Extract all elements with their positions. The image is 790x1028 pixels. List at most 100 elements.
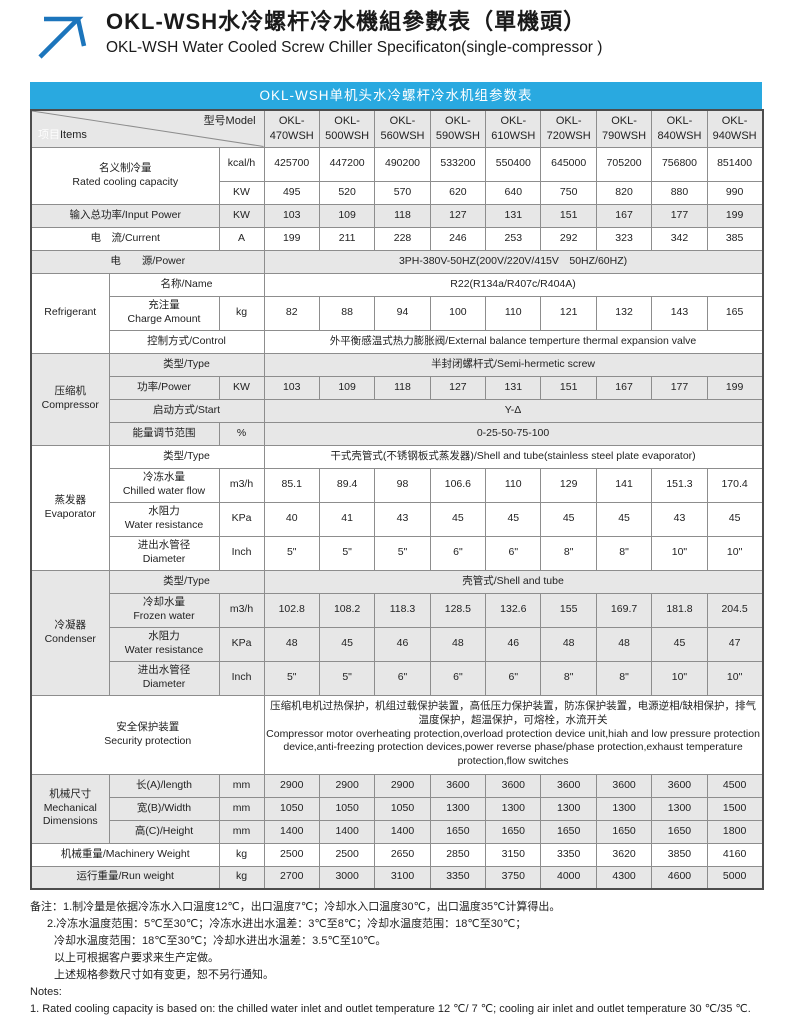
value-cell: 2900 bbox=[374, 773, 431, 798]
value-cell: 155 bbox=[540, 592, 597, 628]
value-cell: 253 bbox=[485, 226, 542, 251]
value-cell: 1050 bbox=[374, 796, 431, 821]
value-cell: 3600 bbox=[651, 773, 708, 798]
value-cell: 110 bbox=[485, 467, 542, 503]
value-cell: 292 bbox=[540, 226, 597, 251]
table-row-compressor-power: 功率/Power KW 103 109 118 127 131 151 167 177 199 bbox=[31, 375, 764, 400]
table-row-compressor-type: 压缩机 Compressor 类型/Type 半封闭螺杆式/Semi-hermetic… bbox=[30, 352, 764, 446]
table-row-condenser-diameter: 进出水管径 Diameter Inch 5" 5" 6" 6" 6" 8" 8" 10" 10" bbox=[31, 660, 764, 696]
value-cell: 41 bbox=[318, 501, 376, 537]
row-label: 水阻力 Water resistance bbox=[108, 626, 220, 662]
value-cell: 4600 bbox=[651, 865, 708, 890]
protection-text-line: 压缩机电机过热保护，机组过载保护装置，高低压力保护装置，防冻保护装置，电源逆相/… bbox=[270, 700, 756, 727]
span-value-cell: 0-25-50-75-100 bbox=[263, 421, 764, 446]
value-cell: 10" bbox=[651, 535, 708, 571]
value-cell: 106.6 bbox=[429, 467, 487, 503]
value-cell: 143 bbox=[651, 295, 708, 331]
model-header-cell: OKL- 720WSH bbox=[540, 109, 597, 148]
value-cell: 45 bbox=[706, 501, 764, 537]
model-header-cell: OKL- 500WSH bbox=[318, 109, 376, 148]
value-cell: 103 bbox=[263, 375, 320, 400]
unit-cell: A bbox=[218, 226, 265, 251]
value-cell: 2900 bbox=[263, 773, 320, 798]
value-cell: 6" bbox=[485, 535, 542, 571]
span-value-cell: 外平衡感温式热力膨胀阀/External balance temperture … bbox=[263, 329, 764, 354]
value-cell: 5" bbox=[318, 660, 376, 696]
value-cell: 880 bbox=[651, 180, 708, 205]
value-cell: 1650 bbox=[595, 819, 653, 844]
table-row-evaporator-resistance: 水阻力 Water resistance KPa 40 41 43 45 45 45 45 43 45 bbox=[31, 501, 764, 537]
protection-text-line: Compressor motor overheating protection,… bbox=[266, 727, 760, 767]
value-cell: 169.7 bbox=[595, 592, 653, 628]
value-cell: 108.2 bbox=[318, 592, 376, 628]
unit-cell: Inch bbox=[218, 535, 265, 571]
value-cell: 495 bbox=[263, 180, 320, 205]
value-cell: 3850 bbox=[651, 842, 708, 867]
model-header-cell: OKL- 470WSH bbox=[263, 109, 320, 148]
value-cell: 3600 bbox=[595, 773, 653, 798]
span-value-cell: 3PH-380V-50HZ(200V/220V/415V 50HZ/60HZ) bbox=[263, 249, 764, 274]
value-cell: 94 bbox=[374, 295, 431, 331]
value-cell: 1300 bbox=[429, 796, 487, 821]
row-label: 类型/Type bbox=[108, 444, 265, 469]
table-row-refrigerant-name: Refrigerant 名称/Name R22(R134a/R407c/R404A) bbox=[30, 272, 764, 354]
row-label: 类型/Type bbox=[108, 352, 265, 377]
section-label: 压缩机 Compressor bbox=[30, 352, 110, 446]
value-cell: 1500 bbox=[706, 796, 764, 821]
value-cell: 1300 bbox=[540, 796, 597, 821]
span-value-cell: 干式壳管式(不锈钢板式蒸发器)/Shell and tube(stainless… bbox=[263, 444, 764, 469]
value-cell: 550400 bbox=[485, 146, 542, 182]
value-cell: 141 bbox=[595, 467, 653, 503]
row-label: 电 源/Power bbox=[30, 249, 265, 274]
value-cell: 82 bbox=[263, 295, 320, 331]
table-banner: OKL-WSH单机头水冷螺杆冷水机组参数表 bbox=[30, 82, 762, 109]
value-cell: 520 bbox=[318, 180, 376, 205]
value-cell: 6" bbox=[429, 660, 487, 696]
value-cell: 103 bbox=[263, 203, 320, 228]
value-cell: 5" bbox=[263, 535, 320, 571]
value-cell: 1300 bbox=[595, 796, 653, 821]
value-cell: 165 bbox=[706, 295, 764, 331]
note-line: 1. Rated cooling capacity is based on: t… bbox=[30, 1003, 751, 1016]
items-model-corner-cell: 型号Model 项目Items bbox=[30, 109, 265, 148]
model-header-cell: OKL- 790WSH bbox=[595, 109, 653, 148]
unit-cell: % bbox=[218, 421, 265, 446]
value-cell: 570 bbox=[374, 180, 431, 205]
value-cell: 110 bbox=[485, 295, 542, 331]
value-cell: 990 bbox=[706, 180, 764, 205]
unit-cell: Inch bbox=[218, 660, 265, 696]
diagonal-divider bbox=[32, 111, 264, 147]
value-cell: 4300 bbox=[595, 865, 653, 890]
value-cell: 48 bbox=[540, 626, 597, 662]
value-cell: 3600 bbox=[540, 773, 597, 798]
unit-cell: KPa bbox=[218, 501, 265, 537]
value-cell: 5000 bbox=[706, 865, 764, 890]
value-cell: 131 bbox=[485, 203, 542, 228]
value-cell: 118 bbox=[374, 203, 431, 228]
value-cell: 109 bbox=[318, 203, 376, 228]
value-cell: 170.4 bbox=[706, 467, 764, 503]
model-header-cell: OKL- 560WSH bbox=[374, 109, 431, 148]
value-cell: 447200 bbox=[318, 146, 376, 182]
value-cell: 750 bbox=[540, 180, 597, 205]
value-cell: 118 bbox=[374, 375, 431, 400]
value-cell: 385 bbox=[706, 226, 764, 251]
span-value-cell: 壳管式/Shell and tube bbox=[263, 569, 764, 594]
unit-cell: KW bbox=[218, 180, 265, 205]
value-cell: 45 bbox=[485, 501, 542, 537]
row-label: 机械重量/Machinery Weight bbox=[30, 842, 220, 867]
value-cell: 246 bbox=[429, 226, 487, 251]
unit-cell: KW bbox=[218, 375, 265, 400]
value-cell: 132 bbox=[595, 295, 653, 331]
value-cell: 5" bbox=[318, 535, 376, 571]
value-cell: 3620 bbox=[595, 842, 653, 867]
value-cell: 151 bbox=[540, 375, 597, 400]
value-cell: 1650 bbox=[429, 819, 487, 844]
span-value-cell: Y-Δ bbox=[263, 398, 764, 423]
value-cell: 2500 bbox=[318, 842, 376, 867]
value-cell: 3350 bbox=[540, 842, 597, 867]
value-cell: 1300 bbox=[485, 796, 542, 821]
value-cell: 2500 bbox=[263, 842, 320, 867]
value-cell: 820 bbox=[595, 180, 653, 205]
value-cell: 199 bbox=[706, 375, 764, 400]
